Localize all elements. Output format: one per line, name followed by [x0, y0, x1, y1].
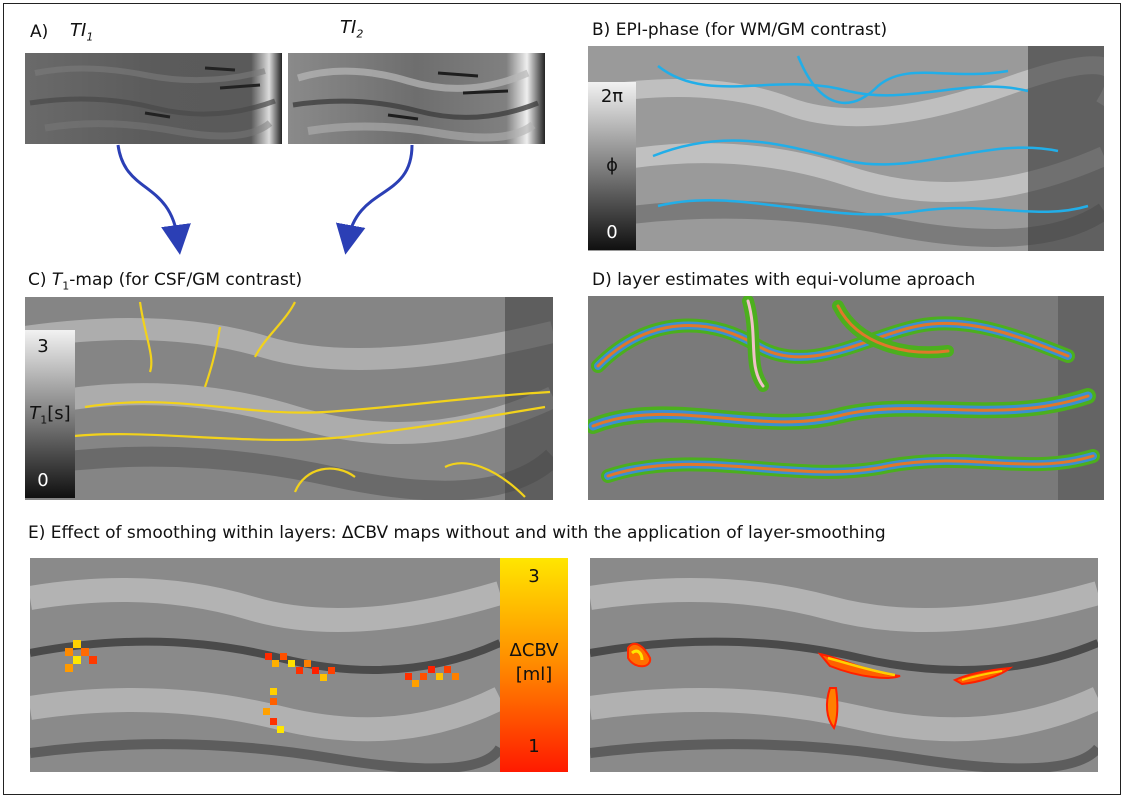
cortical-layers	[588, 296, 1100, 483]
arrow-right	[335, 144, 414, 255]
t1-colorbar-mid: T1[s]	[29, 403, 71, 427]
panel-c-label: C) T1-map (for CSF/GM contrast)	[28, 270, 303, 293]
layer-estimates-image	[588, 296, 1104, 500]
cbv-colorbar-top: 3	[528, 566, 540, 587]
cbv-map-unsmoothed	[30, 558, 500, 772]
phase-colorbar	[588, 82, 636, 250]
t1-map-image	[25, 297, 553, 500]
arrows-to-t1-map	[116, 144, 414, 255]
ti2-label: TI2	[340, 17, 364, 41]
epi-phase-image	[588, 46, 1104, 251]
t1-colorbar-bottom: 0	[37, 470, 49, 491]
panel-d-label: D) layer estimates with equi-volume apro…	[592, 270, 976, 290]
t1-colorbar-top: 3	[37, 336, 49, 357]
phase-colorbar-mid: ϕ	[606, 155, 618, 176]
cbv-map-smoothed	[590, 558, 1098, 772]
t1-colorbar	[25, 330, 75, 498]
wm-contour	[652, 55, 1089, 216]
figure-frame	[3, 3, 1121, 795]
ti1-label: TI1	[70, 20, 94, 44]
cbv-colorbar	[500, 558, 568, 772]
csf-contour	[64, 301, 551, 498]
arrow-left	[116, 144, 191, 255]
ti1-image	[25, 53, 282, 144]
activation-clusters-smoothed	[627, 642, 1014, 730]
ti2-image	[288, 53, 545, 144]
phase-colorbar-top: 2π	[600, 86, 624, 107]
cbv-colorbar-unit: [ml]	[515, 664, 553, 685]
cbv-colorbar-bottom: 1	[528, 736, 540, 757]
panel-b-label: B) EPI-phase (for WM/GM contrast)	[592, 20, 888, 40]
activation-clusters-raw	[65, 640, 459, 733]
phase-colorbar-bottom: 0	[606, 222, 618, 243]
cbv-colorbar-label: ΔCBV	[509, 640, 559, 661]
panel-e-label: E) Effect of smoothing within layers: ΔC…	[28, 523, 886, 543]
panel-a-label: A)	[30, 22, 49, 42]
